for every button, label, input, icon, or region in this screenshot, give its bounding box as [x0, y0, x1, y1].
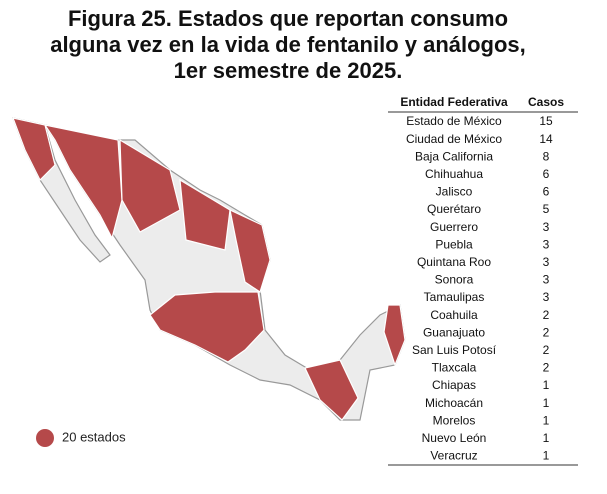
state-red — [119, 138, 181, 233]
title-line: 1er semestre de 2025. — [174, 58, 403, 83]
table-cell: 15 — [539, 114, 553, 128]
table-cell: Chiapas — [432, 378, 476, 392]
table-cell: Michoacán — [425, 396, 483, 410]
table-cell: 2 — [543, 308, 550, 322]
table-cell: 6 — [543, 185, 550, 199]
state-red — [383, 304, 406, 367]
column-header: Entidad Federativa — [400, 95, 508, 109]
table-cell: 1 — [543, 413, 550, 427]
table-cell: Coahuila — [430, 308, 478, 322]
state-red — [12, 117, 56, 182]
table-cell: Nuevo León — [422, 431, 487, 445]
table-cell: Quintana Roo — [417, 255, 491, 269]
title-line: alguna vez en la vida de fentanilo y aná… — [50, 32, 526, 57]
table-cell: 3 — [543, 237, 550, 251]
table-cell: Guanajuato — [423, 325, 485, 339]
state-red — [229, 208, 271, 293]
table-cell: 8 — [543, 149, 550, 163]
table-cell: Morelos — [433, 413, 476, 427]
legend-label: 20 estados — [62, 429, 126, 444]
table-cell: 3 — [543, 273, 550, 287]
state-red — [43, 124, 123, 240]
table-cell: San Luis Potosí — [412, 343, 497, 357]
table-cell: Estado de México — [406, 114, 502, 128]
table-cell: Querétaro — [427, 202, 481, 216]
table-cell: Tamaulipas — [424, 290, 485, 304]
table-cell: 1 — [543, 449, 550, 463]
table-cell: 3 — [543, 220, 550, 234]
table-cell: 14 — [539, 132, 553, 146]
table-cell: Baja California — [415, 149, 493, 163]
state-red — [179, 178, 231, 251]
table-cell: Chihuahua — [425, 167, 483, 181]
table-cell: Puebla — [435, 237, 473, 251]
table-cell: Sonora — [435, 273, 474, 287]
map — [12, 117, 406, 421]
column-header: Casos — [528, 95, 564, 109]
table-cell: 2 — [543, 361, 550, 375]
table-cell: 2 — [543, 325, 550, 339]
table-cell: Veracruz — [430, 449, 477, 463]
table-cell: 1 — [543, 431, 550, 445]
table-cell: Jalisco — [436, 185, 473, 199]
table-cell: 5 — [543, 202, 550, 216]
table-cell: 1 — [543, 396, 550, 410]
table-cell: 3 — [543, 290, 550, 304]
table-cell: Ciudad de México — [406, 132, 502, 146]
state-red — [304, 359, 359, 421]
table-cell: 1 — [543, 378, 550, 392]
table-cell: 6 — [543, 167, 550, 181]
table-cell: Guerrero — [430, 220, 478, 234]
state-red — [149, 291, 265, 363]
table-cell: Tlaxcala — [432, 361, 477, 375]
legend-swatch — [36, 429, 54, 447]
table-cell: 3 — [543, 255, 550, 269]
table-cell: 2 — [543, 343, 550, 357]
title-line: Figura 25. Estados que reportan consumo — [68, 6, 508, 31]
